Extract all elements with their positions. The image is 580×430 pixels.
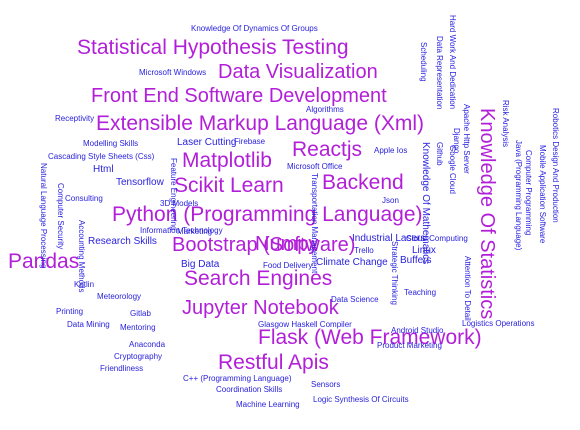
word-html: Feature Engineering (169, 158, 178, 231)
word-bootstrap-software: Knowledge Of Statistics (476, 108, 498, 320)
word-machine-learning: Android Studio (391, 326, 444, 335)
word-receptivity: Receptivity (55, 114, 95, 123)
word-food-delivery: Cloud Computing (406, 234, 468, 243)
word-risk-analysis: Risk Analysis (501, 100, 510, 148)
word-research-skills: Json (382, 196, 399, 205)
word-microsoft-windows: Microsoft Windows (139, 68, 207, 77)
word-android-studio: Teaching (404, 288, 437, 297)
word-scheduling: Scheduling (419, 42, 428, 82)
word-flask: Jupyter Notebook (182, 297, 339, 319)
word-python: Python (Programming Language) (112, 203, 423, 226)
word-attention-to-detail: Logic Synthesis Of Circuits (313, 395, 409, 404)
word-logic-synthesis: Anaconda (129, 340, 166, 349)
word-apache-http-server: Apache Http Server (462, 104, 471, 174)
word-jupyter-notebook: Search Engines (184, 267, 333, 290)
word-natural-language-processing: C++ (Programming Language) (183, 374, 292, 383)
word-gitlab: Food Delivery (263, 261, 313, 270)
word-restful-apis: Flask (Web Framework) (258, 326, 482, 349)
word-mentoring: Attention To Detail (463, 256, 472, 321)
word-climate-change: Research Skills (88, 236, 157, 247)
word-3d-models: Tensorflow (116, 177, 164, 188)
word-data-science: Climate Change (316, 257, 388, 268)
word-apple-ios: Microsoft Office (287, 162, 343, 171)
word-accounting-methods: Coordination Skills (216, 385, 283, 394)
word-css: Cascading Style Sheets (Css) (48, 152, 155, 161)
word-sensors: Glasgow Haskell Compiler (258, 320, 352, 329)
word-product-marketing: Printing (56, 307, 84, 316)
word-glasgow-haskell-compiler: Kotlin (74, 280, 95, 289)
word-matplotlib: Matplotlib (182, 149, 272, 172)
word-numpy: Bootstrap (Software) (172, 234, 356, 256)
word-hard-work-and-dedication: Hard Work And Dedication (448, 15, 457, 110)
word-java: Java (Programming Language) (514, 140, 523, 251)
word-anaconda: Data Science (331, 295, 379, 304)
word-data-mining: Strategic Thinking (390, 241, 399, 305)
word-extensible-markup-language: Extensible Markup Language (Xml) (96, 112, 425, 135)
word-cpp: Mentoring (120, 323, 156, 332)
word-consulting: Knowledge Of Mathematics (420, 142, 431, 265)
word-reactjs: Reactjs (292, 138, 363, 161)
word-meteorology: Linux (412, 245, 436, 256)
word-data-representation: Data Representation (435, 36, 444, 110)
word-strategic-thinking: Machine Learning (236, 400, 300, 409)
word-firebase: Firebase (234, 137, 266, 146)
word-tensorflow: Apple Ios (374, 146, 408, 155)
word-knowledge-of-statistics: Restful Apis (218, 351, 329, 374)
word-teaching: Buffers (400, 255, 432, 266)
word-algorithms: Algorithms (306, 105, 344, 114)
word-mobile-application-software: Mobile Application Software (538, 145, 547, 244)
word-cryptography: Gitlab (130, 309, 151, 318)
word-front-end-software-development: Front End Software Development (91, 85, 387, 107)
word-computer-security: Sensors (311, 380, 341, 389)
word-buffers: Marketing (177, 227, 213, 236)
word-industrial-lasers: Natural Language Processing (39, 163, 48, 269)
word-data-visualization: Data Visualization (218, 61, 378, 83)
word-statistical-hypothesis-testing: Statistical Hypothesis Testing (77, 36, 349, 59)
word-trello: Accounting Methods (77, 220, 86, 293)
word-transportation-management: Friendliness (100, 364, 144, 373)
word-backend: Backend (322, 171, 404, 194)
word-search-engines: Pandas (8, 250, 80, 273)
word-coordination-skills: Logistics Operations (462, 319, 535, 328)
word-robotics-design-and-production: Robotics Design And Production (551, 108, 560, 223)
word-computer-programming: Computer Programming (524, 150, 533, 236)
word-cloud-computing: Computer Security (56, 183, 65, 250)
word-json: Transportation Management (310, 173, 319, 274)
word-printing: Big Data (181, 259, 220, 270)
word-github: Github (435, 142, 444, 166)
word-microsoft-office: Html (93, 164, 114, 175)
word-knowledge-of-dynamics-of-groups: Knowledge Of Dynamics Of Groups (191, 24, 318, 33)
word-kotlin: Trello (354, 246, 374, 255)
word-linux: Information Technology (140, 226, 223, 235)
word-laser-cutting: Laser Cutting (177, 137, 237, 148)
word-scikit-learn: Scikit Learn (174, 174, 284, 197)
word-logistics-operations: Meteorology (97, 292, 142, 301)
word-feature-engineering: Product Marketing (377, 341, 442, 350)
word-big-data: Industrial Lasers (352, 233, 426, 244)
word-marketing: 3D Models (160, 199, 199, 208)
word-modelling-skills: Modelling Skills (83, 139, 139, 148)
word-information-technology: Consulting (65, 194, 103, 203)
word-knowledge-of-mathematics: Cryptography (114, 352, 163, 361)
word-google-cloud: Google Cloud (448, 145, 457, 194)
word-pandas: Numpy (255, 233, 319, 255)
word-friendliness: Data Mining (67, 320, 110, 329)
